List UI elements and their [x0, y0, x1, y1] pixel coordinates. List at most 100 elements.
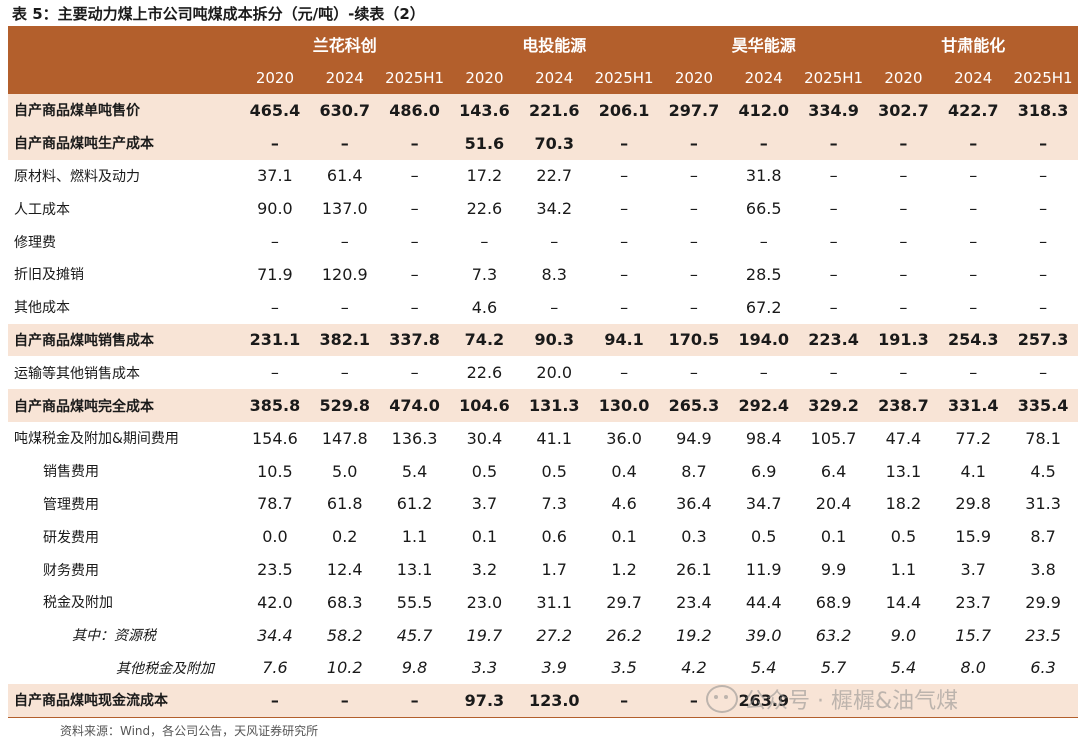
table-cell: – — [410, 297, 419, 317]
table-cell: 6.4 — [820, 461, 847, 481]
table-cell: 70.3 — [519, 126, 590, 160]
table-cell: – — [379, 126, 450, 160]
table-cell: 4.6 — [611, 494, 637, 514]
table-cell: 474.0 — [379, 389, 450, 422]
table-cell: 63.2 — [815, 625, 852, 645]
table-cell — [938, 684, 1009, 718]
table-cell: 26.1 — [676, 560, 712, 580]
table-cell: 630.7 — [309, 94, 380, 127]
table-cell: 191.3 — [868, 323, 939, 357]
table-cell: 1.2 — [611, 560, 637, 580]
table-cell: 42.0 — [257, 592, 293, 612]
year-header: 2024 — [728, 62, 799, 94]
table-cell: 22.6 — [466, 199, 503, 219]
year-header: 2024 — [309, 62, 380, 94]
table-cell: 61.8 — [326, 494, 363, 514]
table-cell: 231.1 — [240, 323, 310, 357]
table-cell: – — [938, 126, 1009, 160]
table-cell — [1008, 684, 1078, 718]
table-cell: 292.4 — [728, 389, 799, 422]
table-cell: – — [899, 297, 908, 317]
table-row: 自产商品煤单吨售价 465.4 630.7 486.0 143.6 221.6 206.1 2… — [8, 94, 1078, 127]
header-blank — [8, 62, 240, 94]
table-cell: 30.4 — [466, 428, 503, 448]
table-cell: 263.9 — [728, 684, 799, 718]
table-cell: – — [620, 264, 629, 284]
year-header: 2025H1 — [589, 62, 659, 94]
row-label: 其他成本 — [14, 300, 70, 317]
table-cell: 31.8 — [745, 166, 782, 186]
table-cell: 5.7 — [820, 658, 847, 678]
table-cell: 8.7 — [1030, 527, 1056, 547]
table-cell: 7.6 — [262, 658, 288, 678]
table-cell: 257.3 — [1008, 323, 1078, 357]
table-cell: 223.4 — [798, 323, 869, 357]
table-cell: 147.8 — [321, 428, 368, 448]
row-label: 销售费用 — [43, 464, 99, 481]
table-cell: 7.3 — [471, 264, 498, 284]
table-cell: 0.5 — [471, 461, 498, 481]
table-cell: – — [899, 166, 908, 186]
table-cell: – — [410, 166, 419, 186]
table-cell: 329.2 — [798, 389, 869, 422]
table-cell: 1.1 — [890, 560, 917, 580]
table-cell: 34.7 — [745, 494, 782, 514]
table-cell: 297.7 — [659, 94, 729, 127]
row-label: 人工成本 — [14, 201, 70, 218]
table-row: 其他税金及附加 7.6 10.2 9.8 3.3 3.9 3.5 4.2 5.4 5.7 5.4 8.… — [8, 652, 1078, 685]
table-cell: 170.5 — [659, 323, 729, 357]
table-cell: 337.8 — [379, 323, 450, 357]
table-cell: 254.3 — [938, 323, 1009, 357]
table-cell: – — [689, 297, 698, 317]
table-cell: 34.2 — [536, 199, 573, 219]
table-cell: 29.9 — [1025, 592, 1061, 612]
row-label: 税金及附加 — [43, 595, 113, 612]
table-cell: 19.7 — [466, 625, 503, 645]
table-cell: 29.7 — [606, 592, 642, 612]
table-cell: – — [1039, 363, 1048, 383]
table-cell: 98.4 — [745, 428, 782, 448]
table-cell: 221.6 — [519, 94, 590, 127]
table-cell: – — [270, 232, 279, 252]
table-cell: – — [620, 232, 629, 252]
table-cell: 3.7 — [960, 560, 986, 580]
table-cell: 27.2 — [536, 625, 573, 645]
table-cell: 20.0 — [536, 363, 573, 383]
table-cell: 385.8 — [240, 389, 310, 422]
table-cell: 5.0 — [332, 461, 358, 481]
table-cell: 47.4 — [885, 428, 922, 448]
table-cell: 23.7 — [955, 592, 992, 612]
table-cell: – — [868, 126, 939, 160]
table-cell: – — [550, 297, 559, 317]
table-row: 原材料、燃料及动力 37.1 61.4 – 17.2 22.7 – – 31.8 – – – – — [8, 160, 1078, 193]
table-cell: – — [480, 232, 489, 252]
table-cell: 61.4 — [326, 166, 363, 186]
table-row: 折旧及摊销 71.9 120.9 – 7.3 8.3 – – 28.5 – – – – — [8, 258, 1078, 291]
table-cell: 6.9 — [751, 461, 777, 481]
cost-table: 兰花科创 电投能源 昊华能源 甘肃能化 2020 2024 2025H1 202… — [8, 26, 1078, 718]
table-cell: 97.3 — [449, 684, 520, 718]
table-title: 表 5：主要动力煤上市公司吨煤成本拆分（元/吨）-续表（2） — [12, 5, 425, 23]
table-cell: 14.4 — [885, 592, 922, 612]
table-cell: 7.3 — [541, 494, 567, 514]
year-header: 2024 — [938, 62, 1009, 94]
table-cell: 15.9 — [955, 527, 992, 547]
table-cell: – — [620, 166, 629, 186]
table-cell: 3.5 — [611, 658, 637, 678]
company-header: 甘肃能化 — [868, 26, 1078, 62]
table-cell: 68.9 — [815, 592, 852, 612]
year-header: 2020 — [659, 62, 729, 94]
table-cell: 130.0 — [589, 389, 659, 422]
table-cell: – — [550, 232, 559, 252]
table-cell: 28.5 — [745, 264, 782, 284]
table-cell: – — [340, 363, 349, 383]
table-cell: 36.4 — [676, 494, 712, 514]
table-cell: 9.9 — [820, 560, 847, 580]
table-cell: 55.5 — [396, 592, 433, 612]
table-cell: – — [309, 684, 380, 718]
header-blank — [8, 26, 240, 62]
table-cell: – — [620, 363, 629, 383]
table-row: 研发费用 0.0 0.2 1.1 0.1 0.6 0.1 0.3 0.5 0.1 0.5 15.9 8.… — [8, 520, 1078, 553]
table-cell: – — [309, 126, 380, 160]
table-cell: – — [798, 126, 869, 160]
